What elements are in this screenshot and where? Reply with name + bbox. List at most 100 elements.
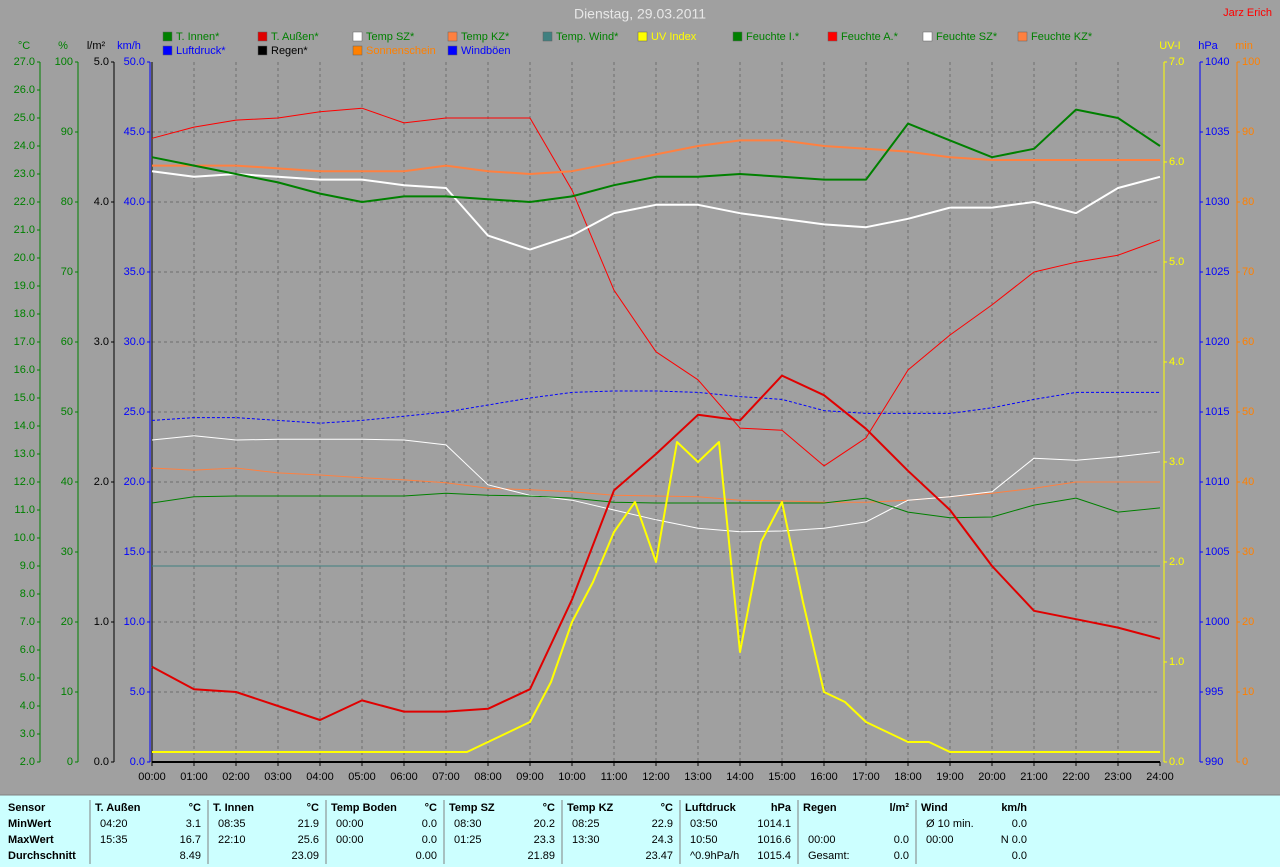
y-tick-label: 1015 bbox=[1205, 406, 1229, 418]
series-line bbox=[151, 467, 1160, 503]
y-tick-label: 17.0 bbox=[14, 336, 35, 348]
stats-cell: 20.2 bbox=[534, 818, 555, 830]
stats-unit: °C bbox=[425, 802, 437, 814]
x-tick-label: 24:00 bbox=[1146, 771, 1174, 783]
stats-cell: 15:35 bbox=[100, 834, 128, 846]
legend-label: Temp KZ* bbox=[461, 31, 510, 43]
stats-cell: 08:25 bbox=[572, 818, 600, 830]
legend-swatch bbox=[162, 45, 173, 56]
y-tick-label: 20.0 bbox=[14, 252, 35, 264]
y-tick-label: 30 bbox=[1242, 546, 1254, 558]
stats-cell: 8.49 bbox=[180, 850, 201, 862]
stats-cell: Ø 10 min. bbox=[926, 818, 974, 830]
x-tick-label: 12:00 bbox=[642, 771, 670, 783]
y-tick-label: 90 bbox=[1242, 126, 1254, 138]
legend-swatch bbox=[542, 31, 553, 42]
y-tick-label: 8.0 bbox=[20, 588, 35, 600]
legend-label: T. Außen* bbox=[271, 31, 319, 43]
stats-header: Luftdruck bbox=[685, 802, 737, 814]
stats-cell: 21.9 bbox=[298, 818, 319, 830]
x-tick-label: 00:00 bbox=[138, 771, 166, 783]
y-tick-label: 3.0 bbox=[1169, 456, 1184, 468]
stats-cell: 16.7 bbox=[180, 834, 201, 846]
stats-row-label: MaxWert bbox=[8, 834, 54, 846]
y-tick-label: 13.0 bbox=[14, 448, 35, 460]
y-tick-label: 0 bbox=[67, 756, 73, 768]
background bbox=[0, 0, 1280, 795]
y-tick-label: 995 bbox=[1205, 686, 1223, 698]
legend-swatch bbox=[257, 45, 268, 56]
series-line bbox=[151, 435, 1161, 533]
y-tick-label: 3.0 bbox=[94, 336, 109, 348]
y-tick-label: 1000 bbox=[1205, 616, 1229, 628]
series-line bbox=[151, 108, 1161, 203]
stats-cell: 22:10 bbox=[218, 834, 246, 846]
stats-cell: 0.0 bbox=[422, 834, 437, 846]
x-tick-label: 10:00 bbox=[558, 771, 586, 783]
stats-cell: 0.0 bbox=[894, 850, 909, 862]
y-tick-label: 12.0 bbox=[14, 476, 35, 488]
y-tick-label: 16.0 bbox=[14, 364, 35, 376]
series-line bbox=[152, 139, 1160, 175]
y-tick-label: 100 bbox=[55, 56, 73, 68]
x-tick-label: 06:00 bbox=[390, 771, 418, 783]
y-tick-label: 0.0 bbox=[1169, 756, 1184, 768]
stats-cell: 08:30 bbox=[454, 818, 482, 830]
stats-cell: 00:00 bbox=[336, 834, 364, 846]
stats-unit: hPa bbox=[771, 802, 792, 814]
series-line bbox=[152, 441, 1160, 753]
chart-title: Dienstag, 29.03.2011 bbox=[574, 6, 706, 22]
stats-header: Temp SZ bbox=[449, 802, 495, 814]
x-tick-label: 02:00 bbox=[222, 771, 250, 783]
y-tick-label: 60 bbox=[61, 336, 73, 348]
y-tick-label: 0.0 bbox=[94, 756, 109, 768]
x-tick-label: 05:00 bbox=[348, 771, 376, 783]
legend-label: Regen* bbox=[271, 45, 308, 57]
legend-swatch bbox=[162, 31, 173, 42]
legend-swatch bbox=[637, 31, 648, 42]
y-tick-label: 20 bbox=[1242, 616, 1254, 628]
y-tick-label: 4.0 bbox=[1169, 356, 1184, 368]
y-tick-label: 30.0 bbox=[124, 336, 145, 348]
legend-label: Feuchte I.* bbox=[746, 31, 800, 43]
stats-cell: 22.9 bbox=[652, 818, 673, 830]
y-tick-label: 1.0 bbox=[1169, 656, 1184, 668]
y-tick-label: 6.0 bbox=[1169, 156, 1184, 168]
stats-cell: 08:35 bbox=[218, 818, 246, 830]
legend-swatch bbox=[352, 31, 363, 42]
y-tick-label: 7.0 bbox=[20, 616, 35, 628]
legend-label: Feuchte A.* bbox=[841, 31, 899, 43]
x-tick-label: 17:00 bbox=[852, 771, 880, 783]
axis-unit: °C bbox=[18, 40, 30, 52]
y-tick-label: 10 bbox=[61, 686, 73, 698]
stats-cell: 1014.1 bbox=[757, 818, 791, 830]
y-tick-label: 14.0 bbox=[14, 420, 35, 432]
legend-swatch bbox=[257, 31, 268, 42]
stats-cell: 0.00 bbox=[416, 850, 437, 862]
y-tick-label: 0 bbox=[1242, 756, 1248, 768]
x-tick-label: 01:00 bbox=[180, 771, 208, 783]
y-tick-label: 9.0 bbox=[20, 560, 35, 572]
y-tick-label: 18.0 bbox=[14, 308, 35, 320]
stats-background bbox=[0, 795, 1280, 867]
y-tick-label: 50 bbox=[61, 406, 73, 418]
y-tick-label: 21.0 bbox=[14, 224, 35, 236]
y-tick-label: 19.0 bbox=[14, 280, 35, 292]
x-tick-label: 04:00 bbox=[306, 771, 334, 783]
y-tick-label: 23.0 bbox=[14, 168, 35, 180]
y-tick-label: 1030 bbox=[1205, 196, 1229, 208]
legend-label: Temp. Wind* bbox=[556, 31, 619, 43]
stats-cell: 0.0 bbox=[422, 818, 437, 830]
series-line bbox=[151, 390, 1160, 424]
stats-cell: 0.0 bbox=[1012, 818, 1027, 830]
y-tick-label: 15.0 bbox=[124, 546, 145, 558]
y-tick-label: 70 bbox=[61, 266, 73, 278]
stats-cell: 1015.4 bbox=[757, 850, 791, 862]
y-tick-label: 27.0 bbox=[14, 56, 35, 68]
y-tick-label: 5.0 bbox=[94, 56, 109, 68]
stats-header: Regen bbox=[803, 802, 837, 814]
y-tick-label: 100 bbox=[1242, 56, 1260, 68]
y-tick-label: 4.0 bbox=[94, 196, 109, 208]
legend-swatch bbox=[827, 31, 838, 42]
stats-cell: 00:00 bbox=[808, 834, 836, 846]
